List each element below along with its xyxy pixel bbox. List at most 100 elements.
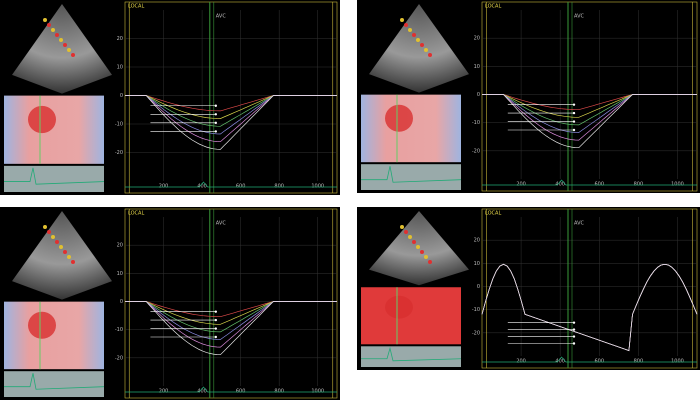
- echo-color: [51, 235, 55, 239]
- peak-dot: [214, 113, 217, 116]
- x-tick-label: 400: [555, 359, 565, 365]
- peak-dot: [214, 310, 217, 313]
- echo-color: [51, 28, 55, 32]
- echo-color: [63, 43, 67, 47]
- x-tick-label: 800: [634, 182, 644, 188]
- x-tick-label: 600: [594, 359, 604, 365]
- strain-blob: [28, 105, 56, 134]
- echo-color: [404, 23, 408, 27]
- strain-blob: [28, 311, 56, 339]
- x-tick-label: 400: [197, 389, 207, 395]
- y-tick-label: 10: [117, 65, 123, 71]
- x-tick-label: 200: [159, 389, 169, 395]
- y-tick-label: -20: [472, 148, 480, 154]
- strain-map: [4, 95, 104, 164]
- echo-color: [63, 250, 67, 254]
- peak-dot: [214, 327, 217, 330]
- panel-header: LOCAL: [128, 4, 144, 10]
- echo-color: [404, 230, 408, 234]
- peak-dot: [572, 328, 576, 331]
- echo-color: [412, 33, 416, 37]
- x-tick-label: 400: [197, 184, 207, 190]
- chart-ecg: [482, 356, 697, 363]
- x-tick-label: 200: [516, 359, 526, 365]
- peak-dot: [572, 342, 576, 345]
- echo-color: [408, 28, 412, 32]
- x-tick-label: 800: [274, 389, 284, 395]
- x-tick-label: 800: [274, 184, 284, 190]
- y-tick-label: 10: [474, 64, 480, 70]
- peak-dot: [214, 104, 217, 107]
- ecg-trace: [361, 166, 462, 183]
- echo-color: [67, 48, 71, 52]
- echo-color: [420, 43, 424, 47]
- x-tick-label: 1000: [671, 182, 684, 188]
- ecg-trace: [4, 167, 105, 185]
- y-tick-label: -10: [472, 120, 480, 126]
- y-tick-label: 20: [474, 238, 480, 244]
- peak-dot: [214, 121, 217, 125]
- peak-dot: [572, 335, 576, 338]
- ecg-trace: [4, 373, 105, 390]
- chart-frame: [481, 208, 698, 369]
- x-tick-label: 600: [236, 184, 246, 190]
- x-tick-label: 1000: [311, 184, 324, 190]
- avc-label: AVC: [574, 221, 585, 227]
- echo-color: [47, 23, 51, 27]
- peak-dot: [214, 335, 217, 339]
- peak-dot: [572, 103, 576, 106]
- echo-color: [67, 255, 71, 259]
- chart-frame: [124, 208, 338, 399]
- y-tick-label: -20: [115, 355, 123, 361]
- chart-frame: [481, 1, 698, 192]
- strain-map: [361, 94, 461, 163]
- strain-curve: [125, 301, 337, 356]
- x-tick-label: 1000: [671, 359, 684, 365]
- echo-color: [55, 240, 59, 244]
- echo-color: [416, 245, 420, 249]
- ecg-trace: [361, 346, 462, 362]
- ecg-strip: [361, 164, 461, 190]
- y-tick-label: 0: [120, 299, 123, 305]
- echo-color: [428, 53, 432, 57]
- ecg-strip: [361, 346, 461, 367]
- x-tick-label: 600: [594, 182, 604, 188]
- echo-color: [71, 53, 75, 57]
- y-tick-label: 10: [474, 261, 480, 267]
- x-tick-label: 200: [516, 182, 526, 188]
- echo-color: [428, 260, 432, 264]
- peak-dot: [572, 321, 576, 324]
- echo-color: [59, 38, 63, 42]
- y-tick-label: 0: [477, 284, 480, 290]
- echo-color: [424, 255, 428, 259]
- avc-label: AVC: [216, 221, 227, 227]
- echo-color: [59, 245, 63, 249]
- echo-color: [424, 48, 428, 52]
- panel-header: LOCAL: [485, 4, 501, 10]
- ecg-strip: [4, 371, 104, 397]
- y-tick-label: 0: [477, 92, 480, 98]
- echo-fan: [369, 4, 469, 93]
- echo-color: [412, 240, 416, 244]
- echo-color: [400, 18, 404, 22]
- y-tick-label: -10: [115, 327, 123, 333]
- echo-color: [55, 33, 59, 37]
- y-tick-label: 20: [117, 243, 123, 249]
- ecg-strip: [4, 165, 104, 192]
- y-tick-label: -10: [472, 307, 480, 313]
- x-tick-label: 200: [159, 184, 169, 190]
- y-tick-label: 10: [117, 271, 123, 277]
- strain-blob: [385, 104, 413, 132]
- y-tick-label: -10: [115, 122, 123, 128]
- chart-frame: [124, 1, 338, 194]
- peak-dot: [214, 130, 217, 133]
- x-tick-label: 800: [634, 359, 644, 365]
- peak-dot: [214, 318, 217, 322]
- x-tick-label: 400: [555, 182, 565, 188]
- strain-blob: [385, 295, 413, 319]
- strain-curve: [125, 95, 337, 150]
- peak-dot: [572, 111, 576, 115]
- strain-curve: [481, 263, 698, 352]
- x-tick-label: 600: [236, 389, 246, 395]
